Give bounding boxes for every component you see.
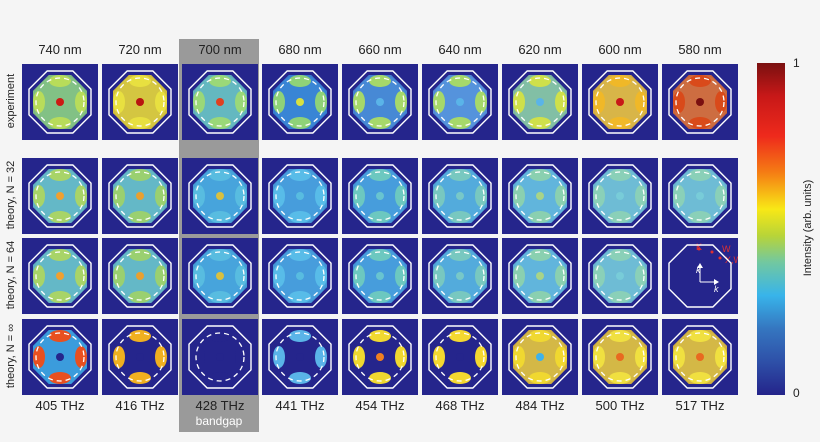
svg-text:W: W (722, 244, 731, 254)
intensity-panel-theory-ninf-3 (182, 319, 258, 395)
intensity-panel-theory-n32-8 (582, 158, 658, 234)
intensity-panel-theory-n32-1 (22, 158, 98, 234)
column-wavelength-label: 640 nm (438, 42, 482, 57)
intensity-panel-theory-n64-1 (22, 238, 98, 314)
row-label-experiment: experiment (5, 73, 17, 129)
intensity-panel-theory-ninf-9 (662, 319, 738, 395)
column-frequency-label: 441 THz (275, 398, 325, 413)
column-wavelength-label: 660 nm (358, 42, 402, 57)
svg-text:K: K (696, 242, 702, 252)
intensity-panel-theory-n64-2 (102, 238, 178, 314)
intensity-panel-theory-n32-4 (262, 158, 338, 234)
svg-text:X,W: X,W (725, 255, 738, 265)
column-wavelength-label: 600 nm (598, 42, 642, 57)
intensity-panel-theory-n64-8 (582, 238, 658, 314)
intensity-panel-theory-ninf-2 (102, 319, 178, 395)
column-wavelength-label: 720 nm (118, 42, 162, 57)
intensity-panel-experiment-5 (342, 64, 418, 140)
intensity-panel-experiment-9 (662, 64, 738, 140)
intensity-panel-theory-n64-3 (182, 238, 258, 314)
intensity-panel-theory-n64-7 (502, 238, 578, 314)
row-label-theory-n32: theory, N = 32 (5, 160, 17, 230)
column-wavelength-label: 620 nm (518, 42, 562, 57)
column-frequency-label: 468 THz (435, 398, 485, 413)
intensity-panel-theory-n32-5 (342, 158, 418, 234)
column-frequency-label: 416 THz (115, 398, 165, 413)
intensity-panel-theory-ninf-8 (582, 319, 658, 395)
column-wavelength-label: 580 nm (678, 42, 722, 57)
colorbar-title: Intensity (arb. units) (802, 179, 814, 277)
colorbar (757, 63, 785, 395)
column-frequency-label: 484 THz (515, 398, 565, 413)
intensity-panel-experiment-1 (22, 64, 98, 140)
intensity-panel-experiment-3 (182, 64, 258, 140)
column-frequency-label: 517 THz (675, 398, 725, 413)
column-frequency-label: 428 THz (195, 398, 245, 413)
intensity-panel-theory-n32-6 (422, 158, 498, 234)
intensity-panel-theory-n64-5 (342, 238, 418, 314)
column-wavelength-label: 700 nm (198, 42, 242, 57)
intensity-panel-experiment-4 (262, 64, 338, 140)
intensity-panel-theory-n32-3 (182, 158, 258, 234)
svg-text:k: k (696, 265, 701, 275)
intensity-panel-theory-n64-6 (422, 238, 498, 314)
intensity-panel-theory-n32-2 (102, 158, 178, 234)
column-wavelength-label: 680 nm (278, 42, 322, 57)
row-label-theory-n64: theory, N = 64 (5, 240, 17, 310)
column-wavelength-label: 740 nm (38, 42, 82, 57)
bandgap-label: bandgap (195, 414, 243, 428)
svg-text:k: k (714, 284, 719, 294)
intensity-panel-experiment-6 (422, 64, 498, 140)
intensity-panel-theory-n64-4 (262, 238, 338, 314)
intensity-panel-experiment-8 (582, 64, 658, 140)
intensity-panel-theory-ninf-7 (502, 319, 578, 395)
column-frequency-label: 500 THz (595, 398, 645, 413)
intensity-panel-experiment-2 (102, 64, 178, 140)
intensity-panel-theory-ninf-5 (342, 319, 418, 395)
column-frequency-label: 454 THz (355, 398, 405, 413)
colorbar-min-label: 0 (793, 386, 800, 400)
intensity-panel-experiment-7 (502, 64, 578, 140)
intensity-panel-theory-ninf-1 (22, 319, 98, 395)
intensity-panel-theory-ninf-4 (262, 319, 338, 395)
intensity-panel-theory-n32-7 (502, 158, 578, 234)
column-frequency-label: 405 THz (35, 398, 85, 413)
intensity-panel-theory-n64-9: k k K W X,W (662, 238, 738, 314)
intensity-panel-theory-n32-9 (662, 158, 738, 234)
colorbar-max-label: 1 (793, 56, 800, 70)
intensity-panel-theory-ninf-6 (422, 319, 498, 395)
row-label-theory-ninf: theory, N = ∞ (5, 323, 17, 389)
